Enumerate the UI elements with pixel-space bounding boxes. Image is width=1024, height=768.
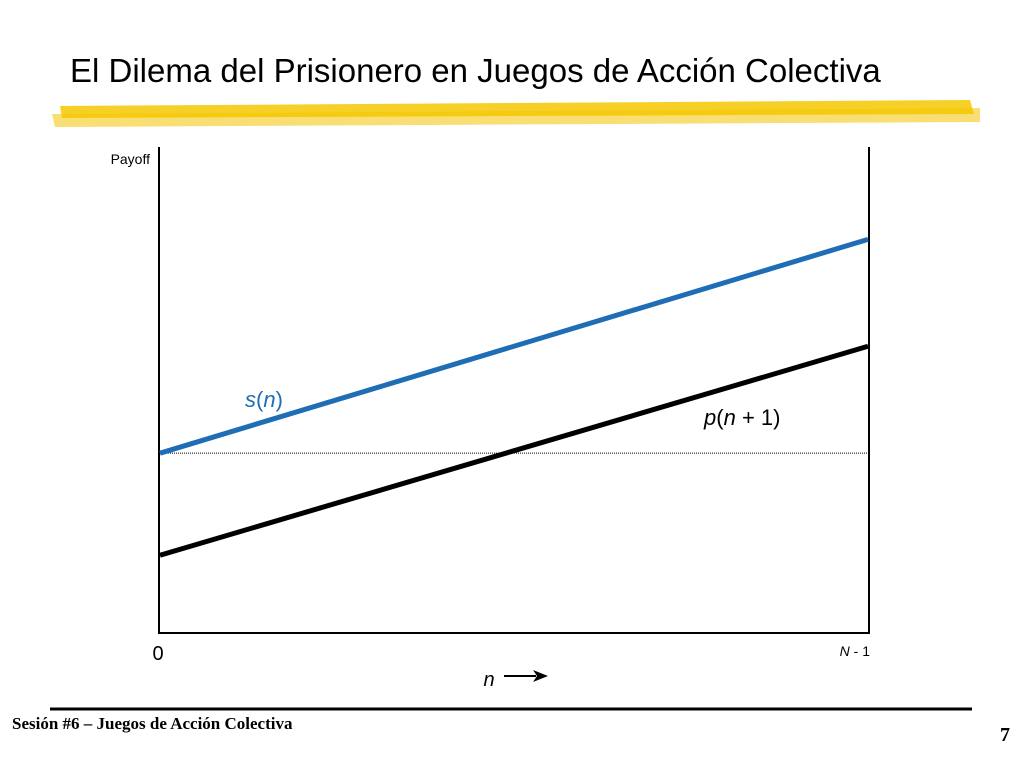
slide-title: El Dilema del Prisionero en Juegos de Ac… xyxy=(70,52,881,89)
x-direction-arrow-icon xyxy=(504,670,548,682)
x-tick-start: 0 xyxy=(152,643,163,665)
highlight-stroke-front xyxy=(60,100,974,118)
series-label-p-suffix: + 1 xyxy=(736,405,773,430)
series-label-s: s(n) xyxy=(245,387,283,412)
page-number: 7 xyxy=(1000,724,1010,746)
x-tick-end: N - 1 xyxy=(840,643,871,659)
footer-text: Sesión #6 – Juegos de Acción Colectiva xyxy=(12,714,293,733)
series-label-s-func: s xyxy=(245,387,256,412)
series-label-p: p(n + 1) xyxy=(703,405,780,430)
series-label-s-arg: n xyxy=(263,387,275,412)
title-underline-highlight xyxy=(52,100,980,127)
x-tick-end-var: N xyxy=(840,643,851,659)
series-label-p-arg: n xyxy=(724,405,736,430)
series-label-p-func: p xyxy=(703,405,716,430)
x-tick-end-rest: - 1 xyxy=(850,643,870,659)
x-axis-label: n xyxy=(483,669,494,691)
series-line-s xyxy=(159,236,869,456)
series-line-p xyxy=(159,343,869,558)
y-axis-label: Payoff xyxy=(111,151,151,167)
